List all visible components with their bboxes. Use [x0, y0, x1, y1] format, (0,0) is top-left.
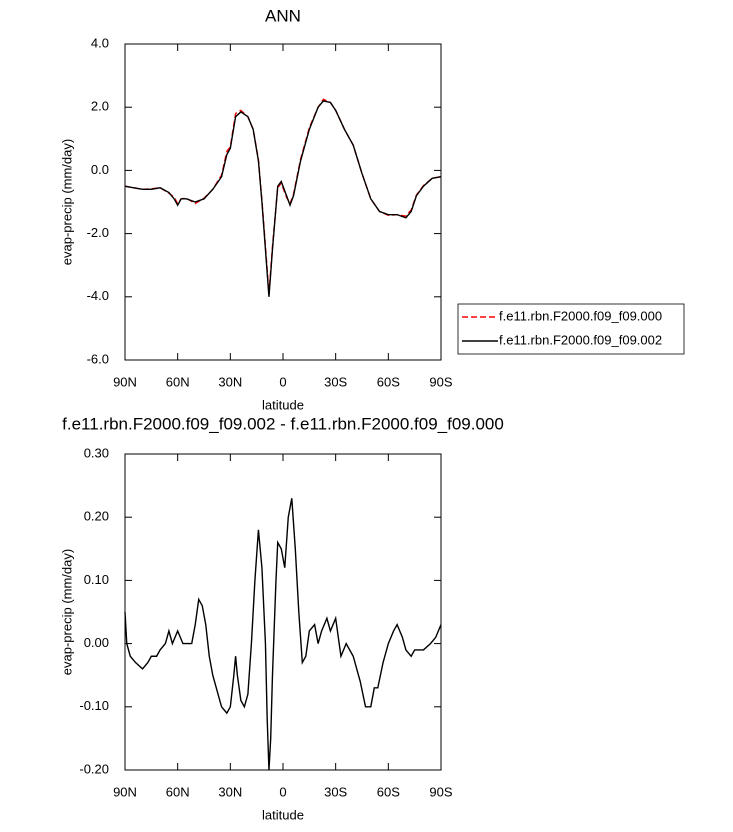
chart-title: f.e11.rbn.F2000.f09_f09.002 - f.e11.rbn.…: [62, 414, 504, 433]
chart-title: ANN: [265, 6, 301, 25]
x-tick-label: 0: [279, 374, 286, 389]
data-line: [124, 100, 442, 297]
x-tick-label: 60N: [166, 784, 190, 799]
plot-frame: [124, 453, 442, 771]
x-tick-label: 90S: [429, 784, 452, 799]
y-tick-label: 2.0: [91, 99, 109, 114]
x-tick-label: 60S: [377, 784, 400, 799]
x-tick-label: 30N: [218, 374, 242, 389]
y-tick-label: 0.00: [84, 635, 109, 650]
x-tick-label: 60N: [166, 374, 190, 389]
y-tick-label: 4.0: [91, 35, 109, 50]
y-axis-label: evap-precip (mm/day): [59, 549, 74, 675]
plot-frame: [124, 43, 442, 361]
x-tick-label: 60S: [377, 374, 400, 389]
y-tick-label: 0.0: [91, 162, 109, 177]
data-line: [124, 498, 442, 771]
x-tick-label: 90N: [113, 784, 137, 799]
y-tick-label: -0.10: [79, 698, 109, 713]
x-axis-label: latitude: [262, 807, 304, 822]
legend-label: f.e11.rbn.F2000.f09_f09.000: [499, 308, 662, 323]
x-tick-label: 30S: [324, 784, 347, 799]
y-tick-label: -4.0: [87, 288, 109, 303]
x-tick-label: 0: [279, 784, 286, 799]
x-tick-label: 90S: [429, 374, 452, 389]
y-tick-label: -0.20: [79, 761, 109, 776]
x-tick-label: 30S: [324, 374, 347, 389]
legend-box: [457, 303, 685, 355]
x-tick-label: 90N: [113, 374, 137, 389]
x-axis-label: latitude: [262, 397, 304, 412]
y-tick-label: -6.0: [87, 351, 109, 366]
x-tick-label: 30N: [218, 784, 242, 799]
y-tick-label: 0.20: [84, 509, 109, 524]
y-axis-label: evap-precip (mm/day): [59, 139, 74, 265]
y-tick-label: 0.10: [84, 572, 109, 587]
y-tick-label: -2.0: [87, 225, 109, 240]
y-tick-label: 0.30: [84, 445, 109, 460]
legend-label: f.e11.rbn.F2000.f09_f09.002: [499, 332, 662, 347]
